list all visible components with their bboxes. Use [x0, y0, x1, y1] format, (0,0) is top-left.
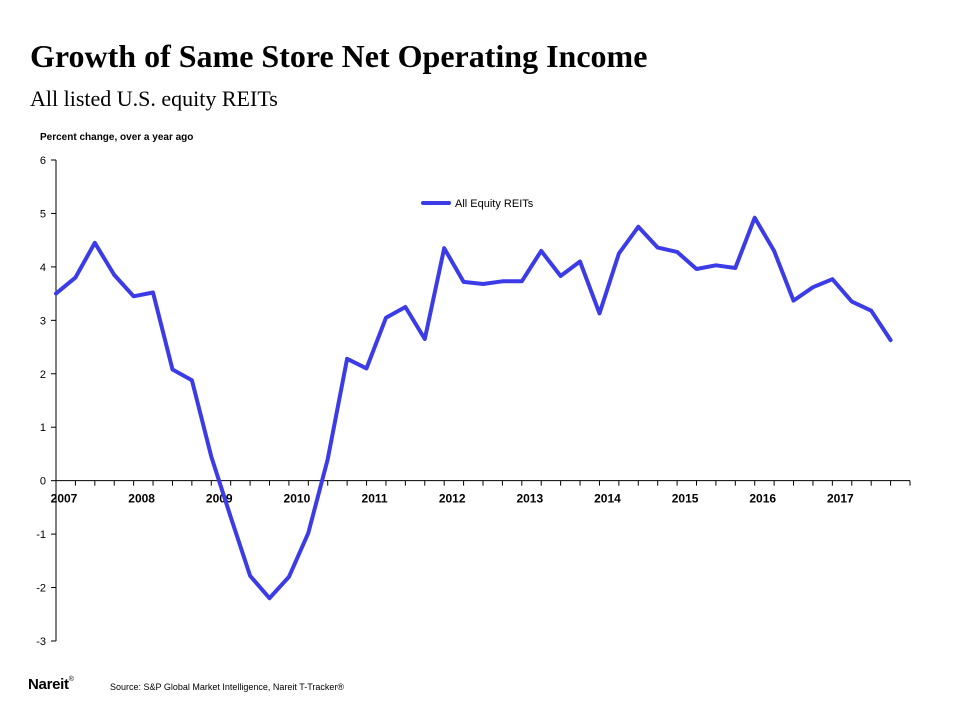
x-tick-label: 2017: [827, 492, 854, 506]
series-line-all-equity-reits: [54, 215, 893, 601]
axes: -3 -2 -1 0 1 2 3 4 5 6 2007 2008 2009 2010 2011 2012 201…: [36, 155, 911, 648]
y-tick-label: -1: [36, 529, 46, 541]
y-tick-label: 1: [40, 422, 46, 434]
y-tick-label: 2: [40, 369, 46, 381]
legend: All Equity REITs: [421, 198, 534, 210]
x-tick-label: 2010: [284, 492, 311, 506]
chart-title: Growth of Same Store Net Operating Incom…: [30, 38, 648, 74]
x-tick-label: 2007: [51, 492, 78, 506]
nareit-logo: Nareit®: [28, 676, 74, 693]
x-tick-label: 2015: [672, 492, 699, 506]
source-note: Source: S&P Global Market Intelligence, …: [110, 682, 345, 692]
x-tick-label: 2008: [128, 492, 155, 506]
chart-subtitle: All listed U.S. equity REITs: [30, 86, 278, 111]
legend-label: All Equity REITs: [455, 198, 534, 210]
series-group: [54, 215, 893, 601]
y-axis-label: Percent change, over a year ago: [40, 132, 193, 143]
y-tick-label: 3: [40, 315, 46, 327]
y-tick-label: 5: [40, 208, 46, 220]
logo-mark: ®: [68, 676, 74, 683]
y-tick-label: -3: [36, 636, 46, 648]
x-tick-label: 2013: [516, 492, 543, 506]
x-tick-label: 2009: [206, 492, 233, 506]
y-tick-label: 4: [40, 262, 46, 274]
x-tick-label: 2012: [439, 492, 466, 506]
y-tick-label: 6: [40, 155, 46, 167]
y-tick-label: -2: [36, 583, 46, 595]
logo-text: Nareit: [28, 676, 69, 693]
x-tick-label: 2011: [362, 492, 388, 506]
x-tick-label: 2016: [749, 492, 776, 506]
y-tick-label: 0: [40, 476, 46, 488]
x-tick-label: 2014: [594, 492, 621, 506]
